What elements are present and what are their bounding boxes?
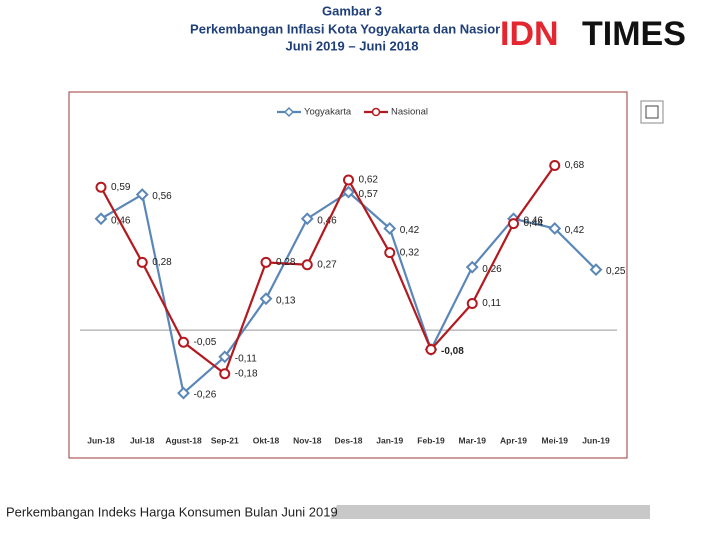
data-label: 0,62 (359, 175, 379, 186)
series-line (100, 164, 556, 376)
point (589, 263, 603, 277)
data-label: 0,46 (524, 215, 544, 226)
data-label: 0,13 (276, 295, 296, 306)
point (300, 212, 314, 226)
data-label: 0,32 (400, 247, 420, 258)
point (94, 212, 108, 226)
x-tick-label: Jun-18 (87, 435, 115, 445)
data-label: 0,46 (317, 215, 337, 226)
point (384, 247, 396, 259)
data-label: -0,05 (194, 337, 217, 348)
data-label: -0,08 (441, 346, 464, 357)
point (260, 256, 272, 268)
data-label: 0,28 (152, 257, 172, 268)
x-tick-label: Jul-18 (130, 435, 155, 445)
data-label: 0,46 (111, 215, 131, 226)
logo-times: TIMES (582, 15, 686, 53)
x-tick-label: Sep-21 (211, 435, 239, 445)
x-tick-label: Des-18 (335, 435, 363, 445)
x-tick-label: Okt-18 (253, 435, 280, 445)
data-label: 0,28 (276, 257, 296, 268)
data-label: 0,25 (606, 266, 626, 277)
data-label: -0,18 (235, 368, 258, 379)
x-tick-label: Nov-18 (293, 435, 322, 445)
point (136, 256, 148, 268)
plot: Jun-18 Jul-18 Agust-18 Sep-21 Okt-18 Nov-18 De… (80, 106, 626, 445)
point (178, 336, 189, 348)
legend-label: Nasional (391, 107, 428, 118)
legend-marker (371, 107, 381, 117)
data-label: 0,56 (152, 191, 172, 202)
x-tick-label: Jun-19 (582, 435, 610, 445)
x-tick-label: Mar-19 (459, 435, 487, 445)
point (177, 386, 190, 400)
point (301, 259, 313, 271)
x-tick-label: Apr-19 (500, 435, 527, 445)
chart-title: Perkembangan Inflasi Kota Yogyakarta dan… (190, 21, 514, 36)
point (219, 368, 231, 380)
data-label: -0,11 (235, 353, 257, 364)
point (466, 298, 478, 310)
image-icon-glyph (645, 105, 659, 119)
legend-label: Yogyakarta (304, 107, 352, 118)
x-tick-label: Jan-19 (376, 435, 403, 445)
point (508, 218, 519, 230)
data-label: 0,11 (482, 298, 501, 309)
data-label: 0,27 (317, 259, 337, 270)
x-tick-label: Mei-19 (542, 435, 569, 445)
chart-frame (68, 91, 628, 459)
legend-marker (283, 106, 295, 118)
image-icon[interactable] (640, 100, 664, 124)
point (342, 185, 355, 199)
x-tick-label: Feb-19 (417, 435, 445, 445)
x-tick-label: Agust-18 (165, 435, 202, 445)
point (135, 188, 149, 201)
data-label: 0,42 (565, 225, 585, 236)
data-label: 0,42 (400, 225, 420, 236)
data-label: 0,68 (565, 160, 585, 171)
data-label: 0,59 (111, 182, 131, 193)
logo-idn: IDN (500, 15, 559, 53)
figure-label: Gambar 3 (322, 3, 382, 18)
point (218, 350, 232, 364)
data-label: -0,26 (194, 390, 217, 401)
point (343, 174, 354, 186)
point (548, 222, 562, 235)
footer-bar (330, 505, 650, 519)
point (383, 222, 397, 235)
data-label: 0,26 (482, 264, 502, 275)
footer-text: Perkembangan Indeks Harga Konsumen Bulan… (6, 504, 338, 519)
point (425, 344, 437, 356)
point (95, 181, 107, 193)
data-label: 0,57 (359, 189, 379, 200)
chart-subtitle: Juni 2019 – Juni 2018 (286, 38, 419, 53)
logo-bg (500, 14, 690, 54)
point (549, 159, 561, 171)
point (259, 292, 273, 306)
data-label: 0,44 (524, 218, 544, 229)
point (465, 260, 479, 274)
